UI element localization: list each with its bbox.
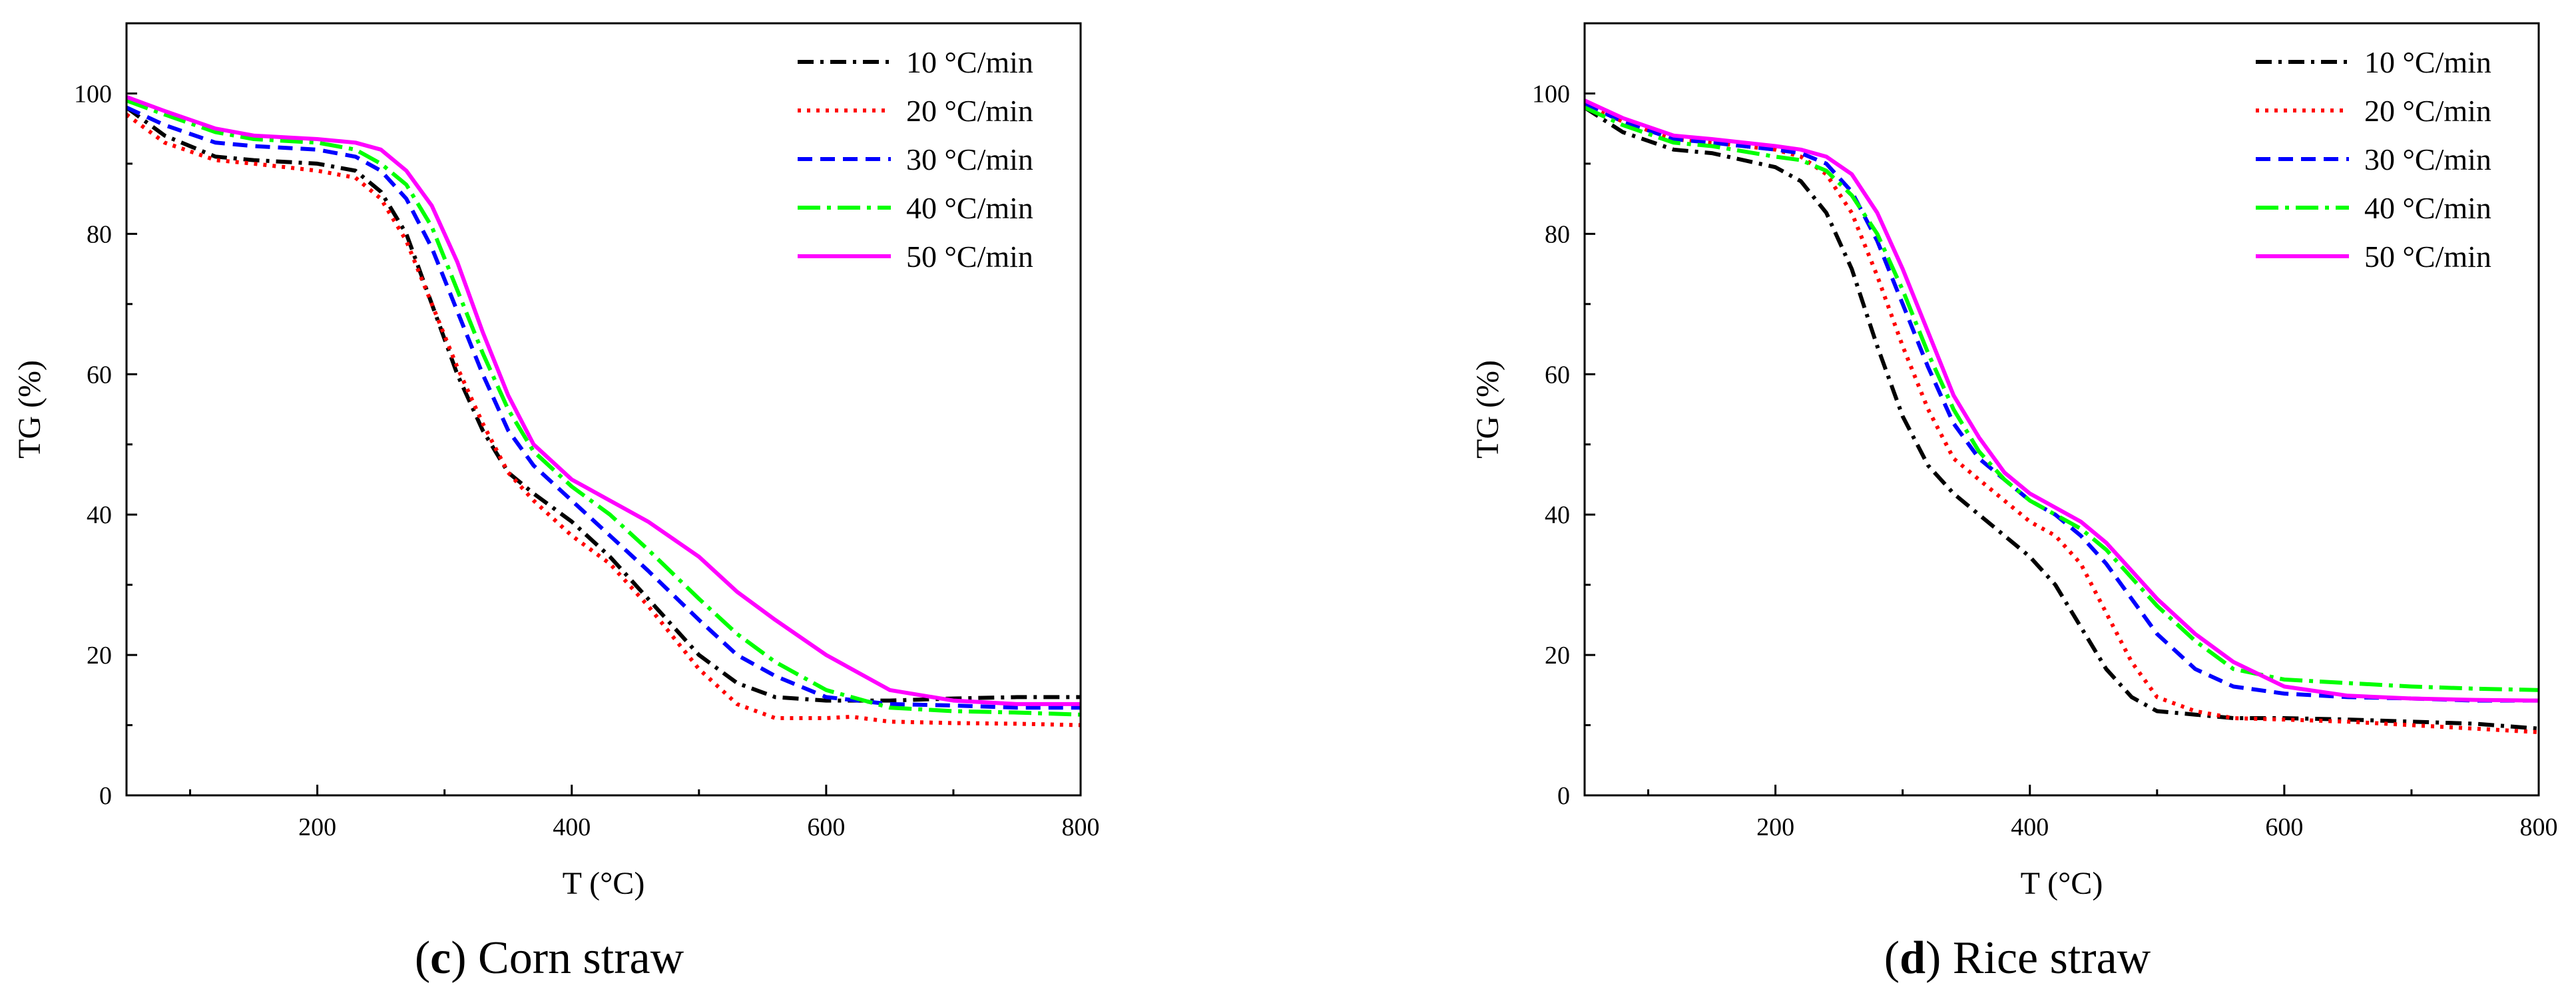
legend-label-2: 20 °C/min: [2364, 94, 2491, 128]
series-line-3: [127, 105, 1081, 710]
panel-rice-straw: 200 400 600 800 0 20 40 60 80 100 T (°C) TG (%) 10 °…: [1470, 22, 2558, 984]
series-line-5: [127, 95, 1081, 706]
y-tick-label: 20: [1545, 642, 1570, 670]
y-tick-label: 100: [74, 80, 112, 108]
caption-letter: d: [1900, 932, 1926, 984]
legend-label-5: 50 °C/min: [2364, 240, 2491, 274]
x-tick-label: 400: [553, 813, 591, 841]
series-line-5: [1585, 99, 2539, 703]
x-axis-label: T (°C): [2021, 866, 2103, 901]
series-line-4: [1585, 105, 2539, 692]
y-tick-label: 100: [1532, 80, 1570, 108]
x-tick-label: 600: [807, 813, 845, 841]
panel-caption: (d) Rice straw: [1884, 932, 2151, 984]
x-tick-label: 600: [2265, 813, 2303, 841]
x-tick-label: 800: [1062, 813, 1100, 841]
plot-frame: [1583, 22, 2540, 797]
caption-prefix: (: [1884, 932, 1900, 984]
x-axis-label: T (°C): [563, 866, 645, 901]
legend-label-3: 30 °C/min: [2364, 142, 2491, 176]
legend-label-5: 50 °C/min: [906, 240, 1033, 274]
legend-label-2: 20 °C/min: [906, 94, 1033, 128]
y-tick-label: 80: [1545, 220, 1570, 248]
panel-caption: (c) Corn straw: [415, 932, 684, 984]
y-tick-label: 20: [87, 642, 112, 670]
caption-text: ) Rice straw: [1926, 932, 2151, 984]
caption-prefix: (: [415, 932, 430, 984]
x-tick-label: 800: [2520, 813, 2558, 841]
legend-label-1: 10 °C/min: [906, 45, 1033, 79]
legend-label-4: 40 °C/min: [906, 191, 1033, 225]
legend-label-4: 40 °C/min: [2364, 191, 2491, 225]
legend-label-1: 10 °C/min: [2364, 45, 2491, 79]
caption-text: ) Corn straw: [451, 932, 684, 984]
caption-letter: c: [430, 932, 451, 984]
plot-frame: [125, 22, 1082, 797]
panel-corn-straw: 200 400 600 800 0 20 40 60 80 100 T (°C) TG (%) 10 °…: [12, 22, 1100, 984]
y-tick-label: 40: [1545, 501, 1570, 529]
series-group: [127, 95, 1081, 727]
series-line-4: [127, 99, 1081, 717]
x-tick-label: 200: [298, 813, 336, 841]
series-line-2: [127, 112, 1081, 727]
legend-label-3: 30 °C/min: [906, 142, 1033, 176]
y-tick-label: 40: [87, 501, 112, 529]
y-tick-label: 0: [99, 782, 112, 810]
y-axis-label: TG (%): [1470, 360, 1505, 459]
series-group: [1585, 99, 2539, 735]
x-tick-label: 200: [1756, 813, 1794, 841]
y-axis-label: TG (%): [12, 360, 47, 459]
series-line-1: [127, 106, 1081, 703]
y-tick-label: 60: [87, 361, 112, 389]
y-tick-label: 60: [1545, 361, 1570, 389]
x-tick-label: 400: [2011, 813, 2049, 841]
y-tick-label: 0: [1557, 782, 1570, 810]
y-tick-label: 80: [87, 220, 112, 248]
